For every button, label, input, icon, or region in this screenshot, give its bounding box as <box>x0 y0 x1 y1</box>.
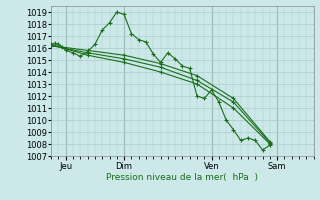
X-axis label: Pression niveau de la mer(  hPa  ): Pression niveau de la mer( hPa ) <box>107 173 259 182</box>
